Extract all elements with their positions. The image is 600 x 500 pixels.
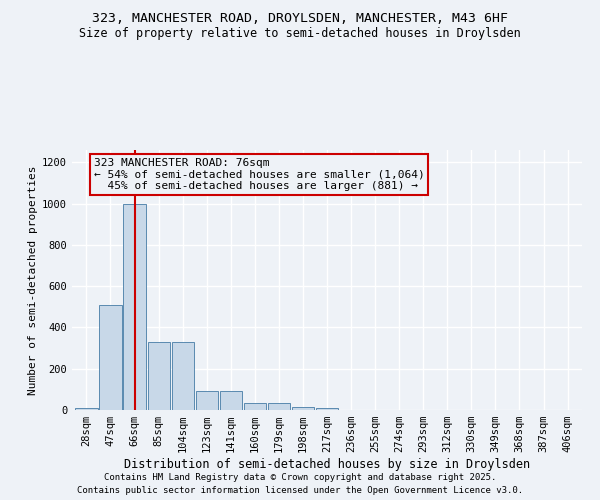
X-axis label: Distribution of semi-detached houses by size in Droylsden: Distribution of semi-detached houses by … <box>124 458 530 471</box>
Bar <box>196 392 218 410</box>
Bar <box>172 342 194 410</box>
Bar <box>244 403 266 410</box>
Bar <box>268 403 290 410</box>
Bar <box>76 408 98 410</box>
Text: Size of property relative to semi-detached houses in Droylsden: Size of property relative to semi-detach… <box>79 28 521 40</box>
Text: Contains HM Land Registry data © Crown copyright and database right 2025.: Contains HM Land Registry data © Crown c… <box>104 472 496 482</box>
Bar <box>100 305 122 410</box>
Bar <box>220 392 242 410</box>
Text: 323, MANCHESTER ROAD, DROYLSDEN, MANCHESTER, M43 6HF: 323, MANCHESTER ROAD, DROYLSDEN, MANCHES… <box>92 12 508 26</box>
Y-axis label: Number of semi-detached properties: Number of semi-detached properties <box>28 165 38 395</box>
Bar <box>316 408 338 410</box>
Text: 323 MANCHESTER ROAD: 76sqm
← 54% of semi-detached houses are smaller (1,064)
  4: 323 MANCHESTER ROAD: 76sqm ← 54% of semi… <box>94 158 424 192</box>
Bar <box>292 407 314 410</box>
Bar <box>148 342 170 410</box>
Text: Contains public sector information licensed under the Open Government Licence v3: Contains public sector information licen… <box>77 486 523 495</box>
Bar <box>124 204 146 410</box>
